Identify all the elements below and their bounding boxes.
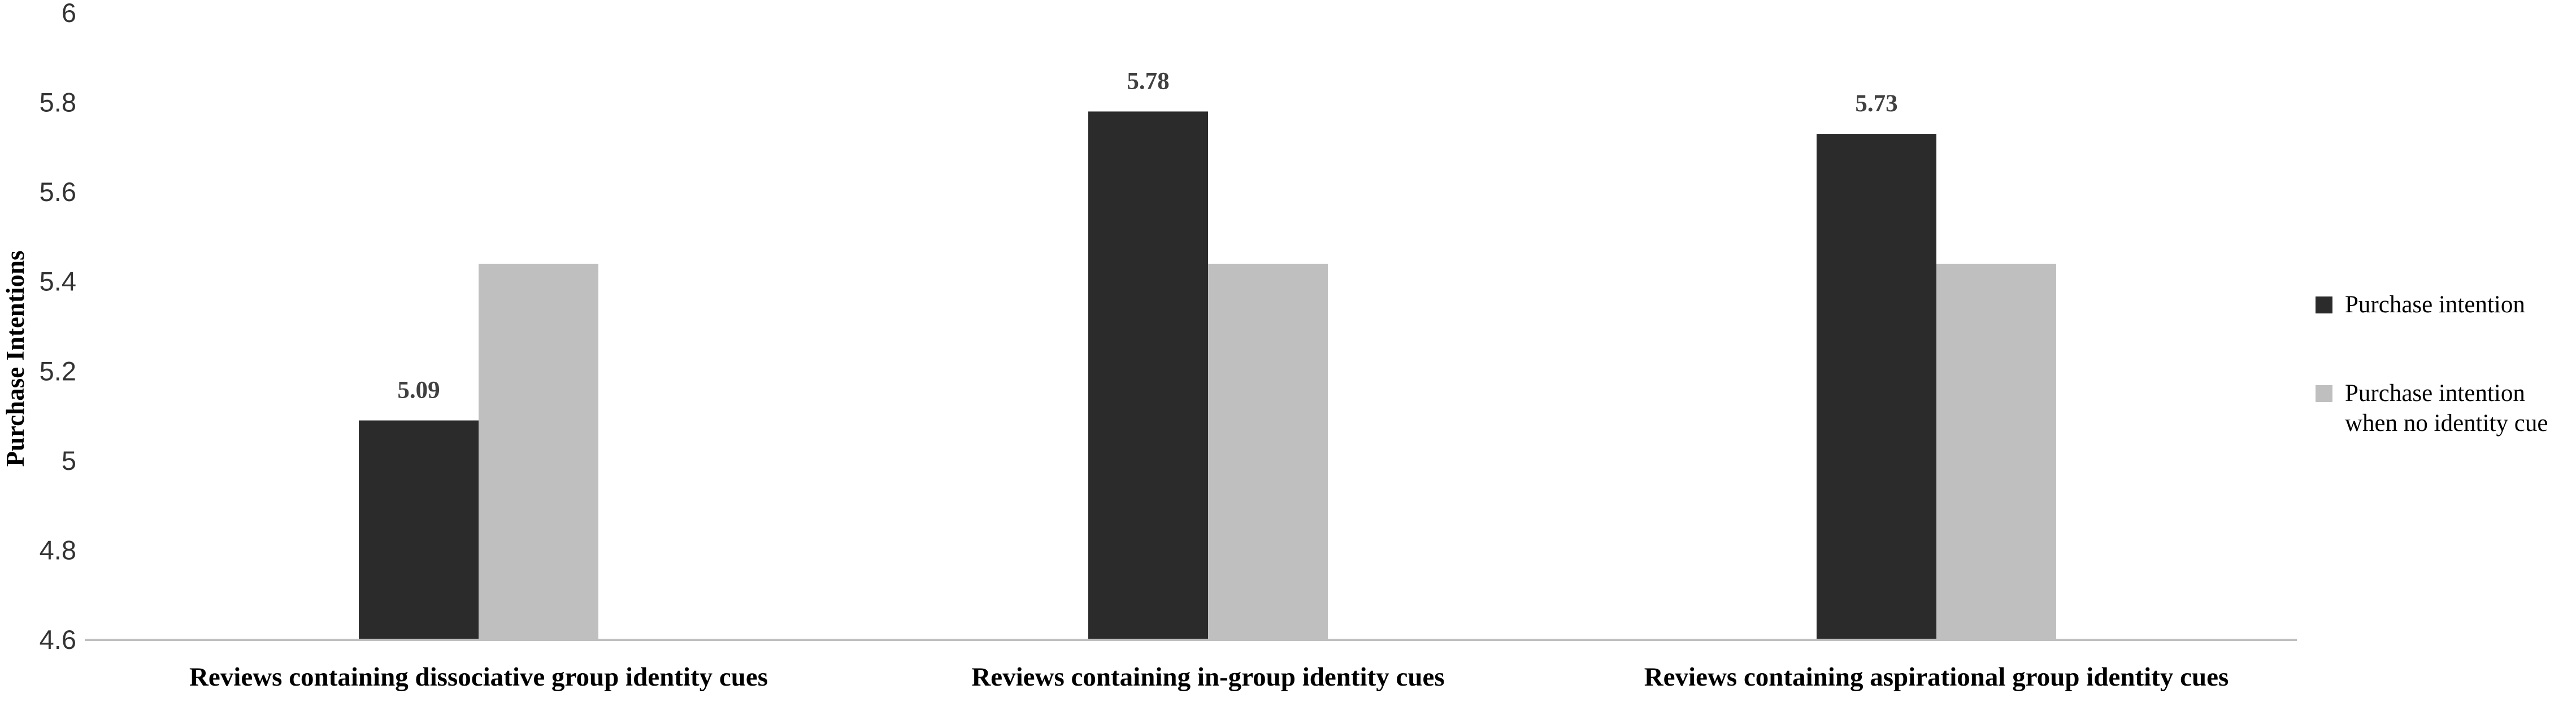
y-tick-label: 5.6 [40,177,76,207]
y-tick-label: 6 [62,0,76,28]
legend: Purchase intention Purchase intention when… [2316,291,2548,437]
category-label: Reviews containing dissociative group id… [189,662,768,692]
legend-label: when no identity cue [2345,410,2548,437]
bars [359,111,2056,640]
legend-label: Purchase intention [2345,380,2525,407]
legend-label: Purchase intention [2345,291,2525,318]
data-label: 5.78 [1127,68,1169,94]
category-label: Reviews containing aspirational group id… [1644,662,2229,692]
legend-swatch [2316,385,2332,402]
data-labels: 5.09 5.78 5.73 [397,68,1897,403]
y-tick-label: 4.8 [40,535,76,565]
data-label: 5.09 [397,377,440,404]
y-tick-label: 4.6 [40,625,76,655]
bar-purchase-intention [1817,134,1936,640]
y-tick-label: 5.2 [40,356,76,386]
bar-purchase-intention [359,420,479,640]
x-axis-categories: Reviews containing dissociative group id… [189,662,2229,692]
y-tick-label: 5.8 [40,88,76,117]
category-label: Reviews containing in-group identity cue… [971,662,1444,692]
legend-swatch [2316,296,2332,313]
y-tick-label: 5 [62,446,76,476]
data-label: 5.73 [1855,90,1897,117]
y-axis-ticks: 4.6 4.8 5 5.2 5.4 5.6 5.8 6 [40,0,76,655]
bar-no-identity-cue [479,264,598,640]
bar-purchase-intention [1088,111,1208,640]
bar-no-identity-cue [1936,264,2056,640]
y-tick-label: 5.4 [40,267,76,296]
bar-no-identity-cue [1208,264,1328,640]
y-axis-title: Purchase Intentions [1,251,29,467]
